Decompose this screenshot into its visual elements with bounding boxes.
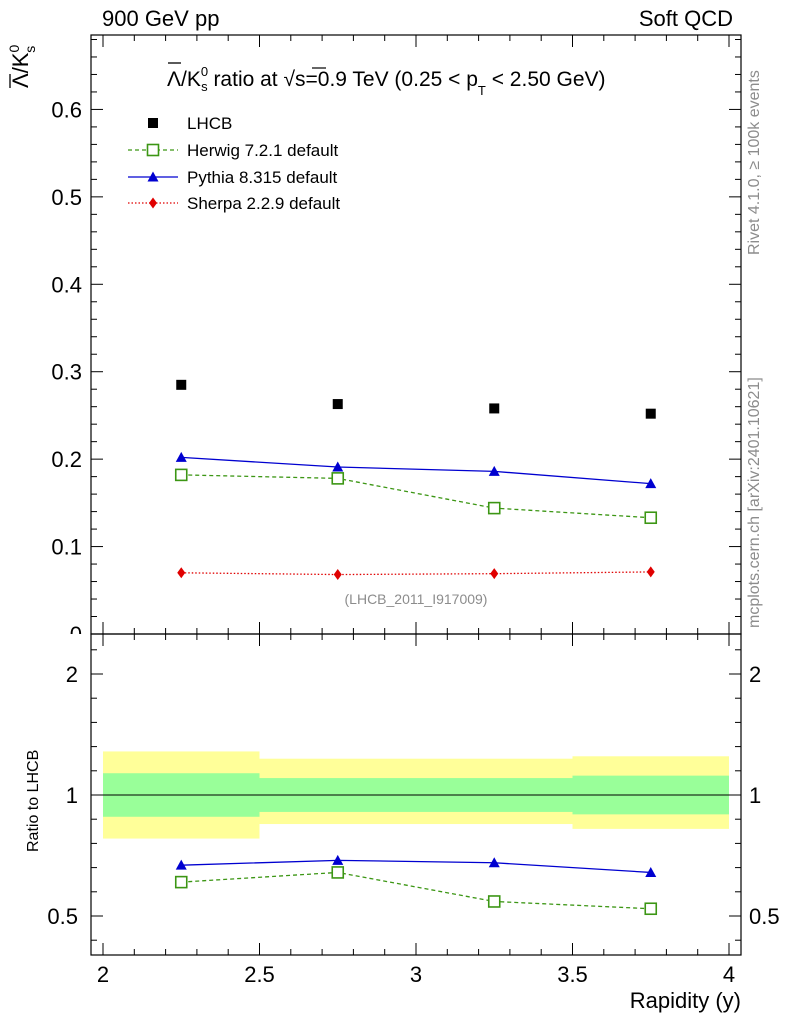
legend-label: Pythia 8.315 default [187, 168, 338, 187]
ratio-point [331, 866, 345, 879]
bottom-y-ticks: 0.5 0.5 1 1 2 2 [47, 649, 780, 941]
top-series-herwig [174, 468, 658, 525]
legend-label: Herwig 7.2.1 default [187, 141, 338, 160]
top-point [645, 478, 657, 489]
y-tick-label-left: 2 [66, 662, 78, 687]
top-point [332, 399, 343, 410]
top-point [488, 465, 500, 476]
y-tick-label-left: 0.5 [47, 904, 78, 929]
top-y-axis-label: Λ/K0s [6, 45, 38, 88]
y-tick-label: 0.4 [51, 272, 82, 297]
x-tick-label: 4 [723, 962, 735, 987]
top-point [646, 566, 655, 578]
top-y-axis-label-text: Λ/K0s [6, 45, 38, 88]
top-point [644, 511, 658, 525]
ratio-point [174, 875, 188, 889]
x-tick-label: 3 [410, 962, 422, 987]
top-point [645, 408, 656, 419]
ratio-point [175, 859, 187, 870]
y-tick-label: 0.6 [51, 97, 82, 122]
legend-marker [147, 171, 159, 182]
ratio-point [644, 902, 658, 916]
top-point [174, 468, 188, 482]
top-point [490, 568, 499, 580]
bottom-y-axis-label: Ratio to LHCB [25, 750, 42, 852]
top-line-sherpa [181, 571, 651, 576]
bottom-y-axis-label-text: Ratio to LHCB [25, 750, 42, 852]
x-tick-label: 3.5 [557, 962, 588, 987]
top-series-pythia [175, 451, 657, 489]
top-point [333, 569, 342, 581]
y-tick-label: 0.1 [51, 535, 82, 560]
y-tick-label: 0.2 [51, 447, 82, 472]
ratio-point [645, 866, 657, 877]
legend-marker [148, 118, 158, 128]
y-tick-label-left: 1 [66, 783, 78, 808]
x-tick-label: 2 [97, 962, 109, 987]
ratio-line-pythia [181, 859, 651, 874]
top-line-pythia [181, 456, 651, 485]
y-tick-label: 0.5 [51, 185, 82, 210]
header-left: 900 GeV pp [102, 6, 220, 31]
top-series-sherpa [177, 566, 655, 581]
legend-marker [146, 143, 160, 157]
ratio-line-herwig [181, 871, 651, 910]
top-point [332, 461, 344, 472]
ratio-point [488, 857, 500, 868]
y-tick-label-right: 1 [749, 783, 761, 808]
legend-label: Sherpa 2.2.9 default [187, 194, 340, 213]
ratio-series-pythia [175, 854, 657, 877]
top-point [175, 451, 187, 462]
chart-title: Λ/K0 s ratio at √s=0.9 TeV (0.25 < pT < 2… [167, 64, 606, 98]
ratio-point [487, 895, 501, 908]
top-point [177, 567, 186, 579]
legend-marker [149, 197, 157, 209]
header-right: Soft QCD [638, 6, 733, 31]
y-tick-label: 0.3 [51, 360, 82, 385]
x-ticks: 2 2.5 3 3.5 4 [97, 35, 735, 987]
top-point [331, 472, 345, 485]
legend: LHCB Herwig 7.2.1 default Pythia 8.315 def… [128, 114, 340, 213]
y-tick-label-right: 0.5 [749, 904, 780, 929]
top-point [487, 501, 501, 515]
y-tick-label-zero: 0 [70, 622, 82, 647]
top-point [176, 379, 187, 390]
y-tick-label-right: 2 [749, 662, 761, 687]
x-tick-label: 2.5 [244, 962, 275, 987]
ratio-series-herwig [174, 866, 658, 916]
top-line-herwig [181, 474, 651, 519]
top-series-lhcb [176, 379, 656, 419]
top-point [489, 403, 500, 414]
ratio-point [332, 854, 344, 865]
x-axis-label: Rapidity (y) [630, 988, 741, 1013]
analysis-annotation: (LHCB_2011_I917009) [345, 591, 488, 607]
legend-label: LHCB [187, 114, 232, 133]
top-y-ticks: 0.1 0.2 0.3 0.4 0.5 0.6 0 [51, 38, 741, 647]
